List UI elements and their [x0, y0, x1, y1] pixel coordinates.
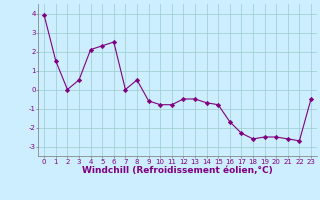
X-axis label: Windchill (Refroidissement éolien,°C): Windchill (Refroidissement éolien,°C) — [82, 166, 273, 175]
